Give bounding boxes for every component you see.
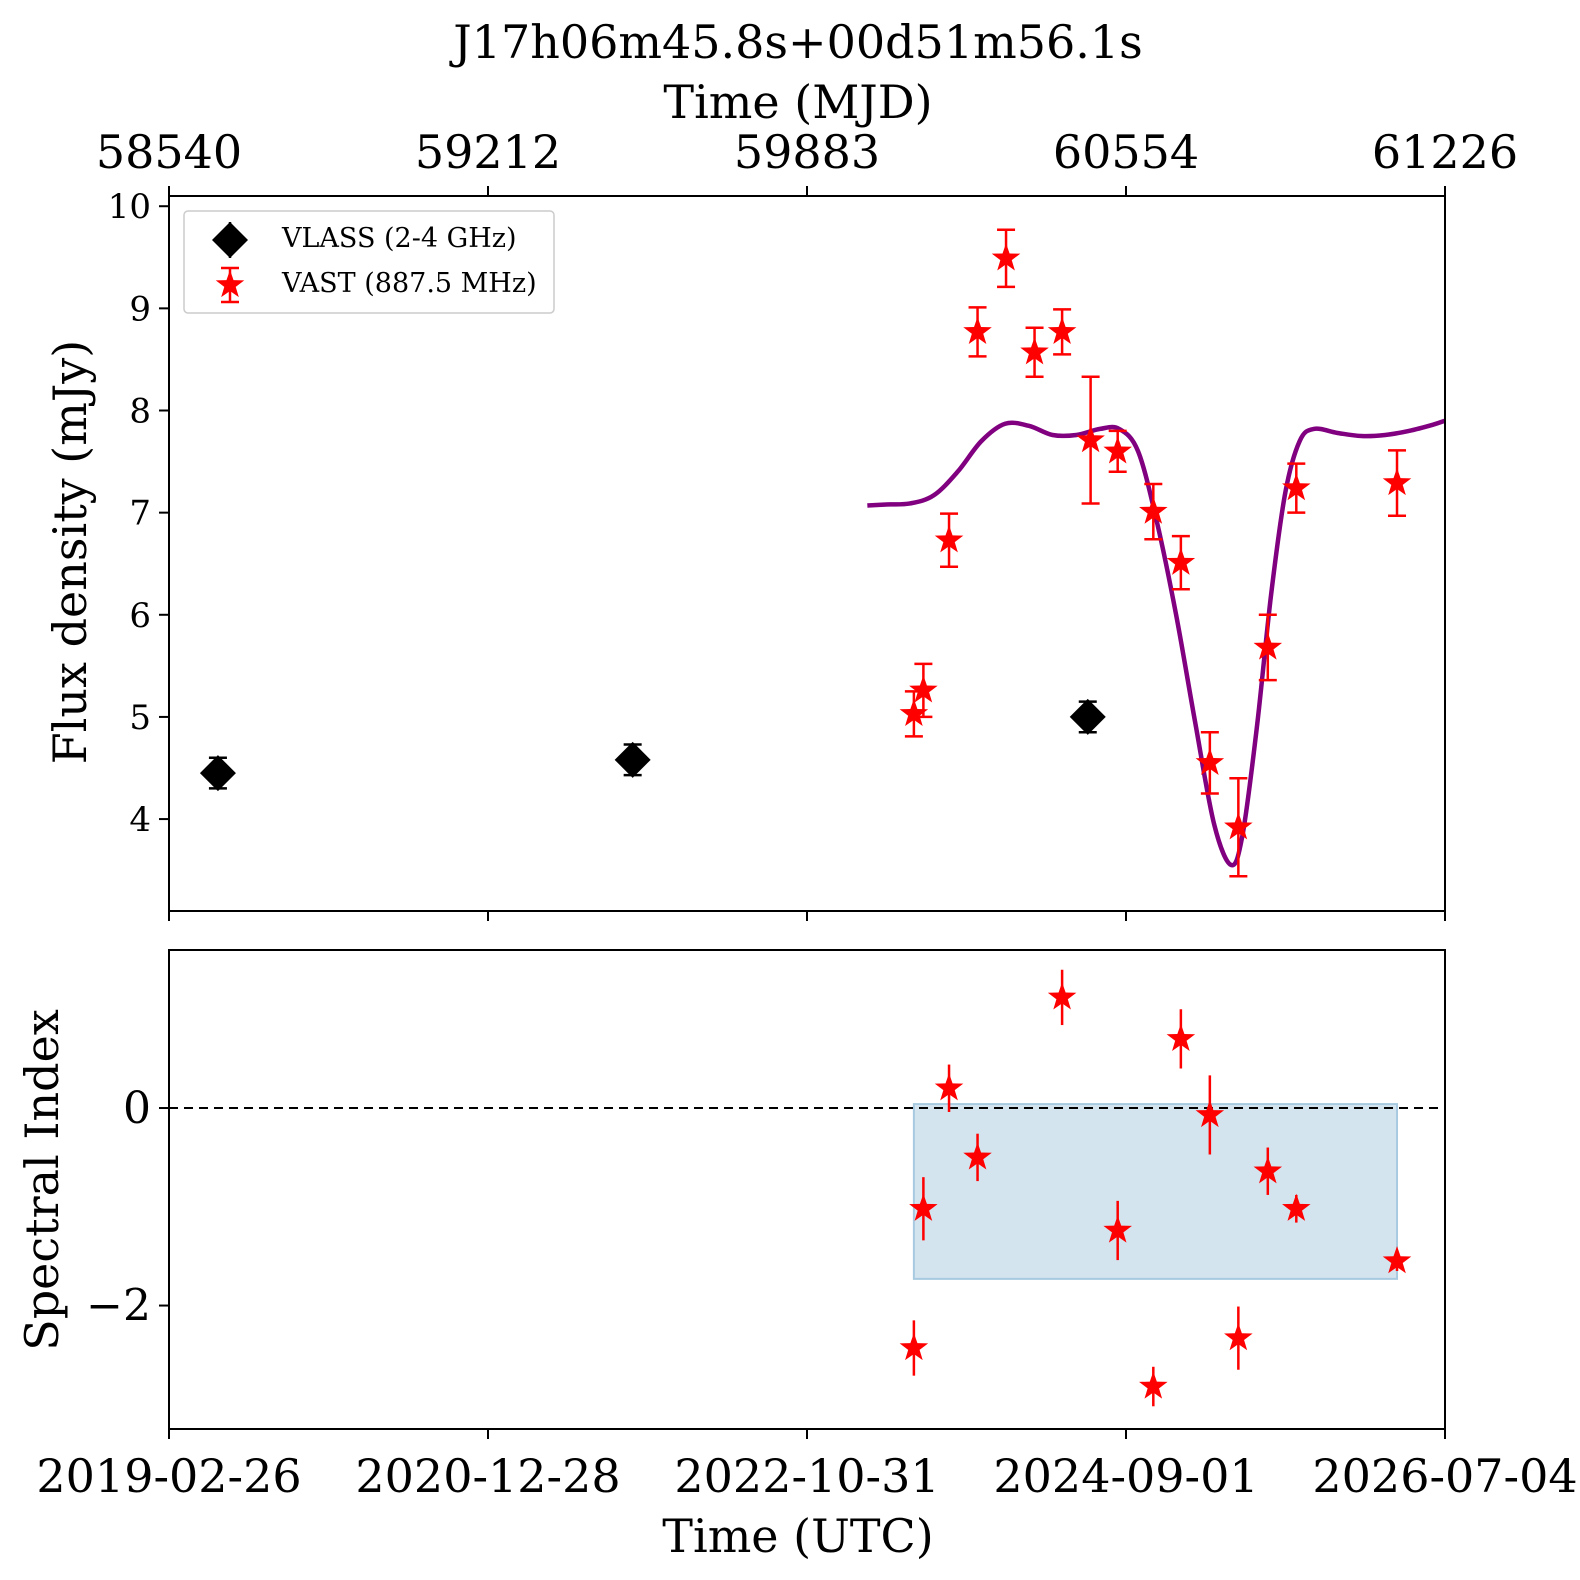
legend-vlass-marker <box>212 222 248 258</box>
vast-point <box>1020 337 1049 365</box>
vast-point <box>1195 747 1225 776</box>
spectral-index-point <box>1103 1215 1132 1243</box>
vast-point <box>899 698 929 726</box>
flux-data-marks <box>199 228 1412 878</box>
top-axis-tick-label: 58540 <box>96 125 242 179</box>
spectral-index-y-axis-label: Spectral Index <box>15 1009 69 1351</box>
spectral-index-band <box>912 1103 1399 1280</box>
spectral-index-point <box>1166 1023 1196 1052</box>
spectral-index-point <box>963 1142 992 1170</box>
bottom-axis-ticks: 2019-02-26 2020-12-28 2022-10-31 2024-09-01… <box>36 1429 1578 1503</box>
vast-point <box>991 243 1021 271</box>
spectral-index-point <box>909 1193 938 1221</box>
vlass-point <box>199 755 236 792</box>
vast-point <box>1166 547 1196 575</box>
legend-vast-label: VAST (887.5 MHz) <box>281 268 537 299</box>
vast-point <box>1139 496 1168 524</box>
bottom-axis-tick-label: 2026-07-04 <box>1312 1449 1577 1503</box>
spectral-y-tick-label: 0 <box>123 1083 151 1134</box>
vlass-point <box>1069 698 1106 735</box>
chart-title: J17h06m45.8s+00d51m56.1s <box>449 15 1142 69</box>
top-axis-label: Time (MJD) <box>663 75 932 129</box>
vast-point <box>934 525 964 553</box>
legend-vlass-label: VLASS (2-4 GHz) <box>281 223 517 254</box>
top-axis-tick-label: 61226 <box>1372 125 1518 179</box>
flux-y-tick-label: 9 <box>129 289 151 329</box>
spectral-index-point <box>1253 1156 1283 1184</box>
spectral-index-point <box>1282 1193 1311 1221</box>
flux-y-tick-label: 8 <box>129 392 151 432</box>
flux-y-tick-label: 4 <box>129 800 151 840</box>
spectral-index-range-band <box>912 1103 1399 1280</box>
vast-point <box>1224 812 1253 840</box>
legend: VLASS (2-4 GHz) VAST (887.5 MHz) <box>183 210 555 314</box>
spectral-index-point <box>899 1333 929 1361</box>
spectral-index-point <box>1139 1371 1168 1399</box>
bottom-axis-tick-label: 2019-02-26 <box>36 1449 301 1503</box>
top-axis-tick-label: 60554 <box>1053 125 1199 179</box>
vast-point <box>1253 632 1283 660</box>
bottom-axis-tick-label: 2020-12-28 <box>355 1449 620 1503</box>
x-axis-label: Time (UTC) <box>662 1509 933 1563</box>
vast-point <box>1103 436 1132 464</box>
vast-point <box>1382 468 1412 496</box>
bottom-axis-tick-label: 2024-09-01 <box>993 1449 1258 1503</box>
legend-box <box>183 210 555 314</box>
vast-point <box>1047 316 1077 344</box>
legend-vast-marker <box>215 266 245 304</box>
top-axis-ticks: 58540 59212 59883 60554 61226 <box>96 125 1518 921</box>
vast-point <box>963 316 992 344</box>
model-curve-layer <box>867 418 1446 868</box>
spectral-index-point <box>1382 1246 1412 1274</box>
spectral-panel-frame <box>168 949 1446 1430</box>
flux-panel-frame <box>168 195 1446 912</box>
spectral-index-point <box>1195 1099 1225 1128</box>
bottom-axis-tick-label: 2022-10-31 <box>674 1449 939 1503</box>
spectral-index-panel: −2 0 <box>86 949 1446 1430</box>
vast-point <box>1076 425 1105 453</box>
vast-point <box>909 675 938 703</box>
spectral-index-marks <box>899 969 1412 1407</box>
flux-y-ticks: 4 5 6 7 8 9 10 <box>108 187 169 840</box>
flux-density-panel: 4 5 6 7 8 9 10 VLASS (2-4 GHz) VAST (887.5 MHz… <box>108 187 1446 912</box>
legend-vlass-diamond <box>212 222 248 258</box>
spectral-y-ticks: −2 0 <box>86 1083 169 1332</box>
spectral-index-point <box>1047 982 1077 1010</box>
vast-point <box>1282 473 1311 501</box>
spectral-index-point <box>934 1073 964 1101</box>
legend-vast-star <box>215 270 245 298</box>
top-axis-tick-label: 59883 <box>734 125 880 179</box>
top-axis-tick-label: 59212 <box>415 125 561 179</box>
spectral-index-point <box>1224 1323 1253 1351</box>
flux-y-tick-label: 6 <box>129 596 151 636</box>
flux-y-tick-label: 10 <box>108 187 151 227</box>
vlass-point <box>614 741 651 778</box>
flux-y-tick-label: 5 <box>129 698 151 738</box>
spectral-y-tick-label: −2 <box>86 1281 151 1332</box>
flux-y-tick-label: 7 <box>129 494 151 534</box>
model-curve <box>867 418 1446 868</box>
flux-y-axis-label: Flux density (mJy) <box>43 340 97 764</box>
